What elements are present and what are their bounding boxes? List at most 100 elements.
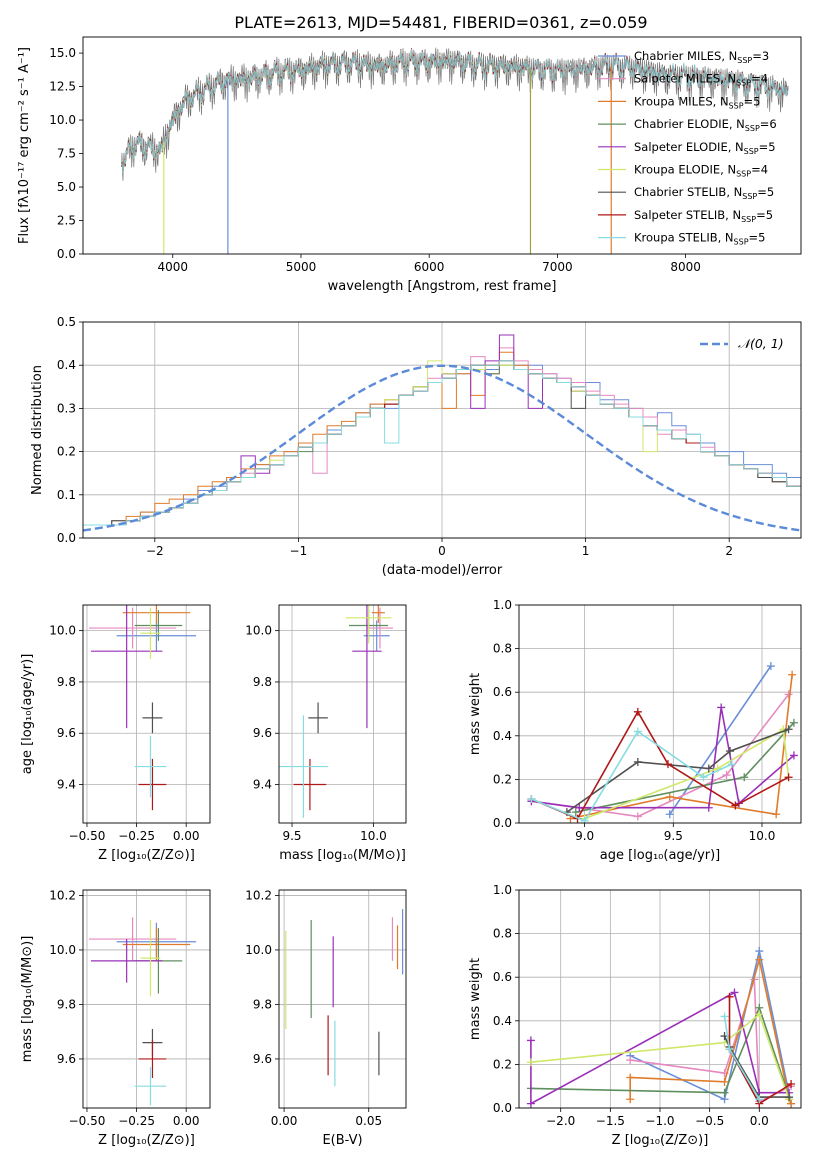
weight-marker bbox=[720, 1077, 729, 1086]
x-tick-label: 2 bbox=[725, 544, 733, 558]
weight-marker bbox=[731, 801, 740, 810]
x-tick-label: 0.00 bbox=[173, 1114, 200, 1128]
errorbar-point bbox=[88, 917, 177, 961]
axes-frame bbox=[278, 889, 407, 1109]
y-axis-label: age [log₁₀(age/yr)] bbox=[20, 654, 35, 775]
weight-marker bbox=[740, 773, 749, 782]
residuals-legend: 𝒩(0, 1) bbox=[700, 336, 784, 351]
legend-nssp: =4 bbox=[751, 163, 768, 177]
weight-marker bbox=[755, 1095, 764, 1104]
weight-line-5 bbox=[584, 727, 790, 820]
x-axis-label: age [log₁₀(age/yr)] bbox=[600, 848, 721, 863]
weight-marker bbox=[725, 992, 734, 1001]
x-tick-label: −2 bbox=[146, 544, 164, 558]
x-tick-label: −1 bbox=[290, 544, 308, 558]
weight-marker bbox=[699, 773, 708, 782]
y-axis-label: Flux [fλ10⁻¹⁷ erg cm⁻² s⁻¹ A⁻¹] bbox=[17, 47, 32, 244]
legend-label-text: Chabrier MILES, N bbox=[634, 49, 737, 63]
y-tick-label: 9.8 bbox=[253, 675, 272, 689]
y-tick-label: 10.0 bbox=[245, 943, 272, 957]
mass-vs-Z-chart: −0.50 −0.25 0.00 9.6 9.8 10.0 10.2 Z [log₁₀(Z/Z… bbox=[20, 888, 211, 1148]
axes-frame bbox=[82, 604, 211, 824]
weight-line-0 bbox=[669, 665, 772, 815]
errorbar-point bbox=[352, 605, 382, 729]
x-tick-label: 0.00 bbox=[173, 829, 200, 843]
x-tick-label: 9.5 bbox=[664, 829, 683, 843]
y-tick-label: 5.0 bbox=[57, 180, 76, 194]
legend-nssp: =6 bbox=[760, 117, 777, 131]
y-tick-label: 1.0 bbox=[493, 883, 512, 897]
legend-subscript: SSP bbox=[741, 215, 756, 224]
spectrum-lines bbox=[121, 47, 789, 254]
legend-label: 𝒩(0, 1) bbox=[738, 336, 784, 351]
residuals-chart: −2 −1 0 1 2 0.0 0.1 0.2 0.3 0.4 0.5 (data-model)/er… bbox=[30, 315, 802, 578]
mass-vs-ebv-chart: 0.00 0.05 9.6 9.8 10.0 10.2 E(B-V) bbox=[245, 888, 407, 1148]
legend-nssp: =5 bbox=[744, 94, 761, 108]
weight-marker bbox=[722, 771, 731, 780]
legend-subscript: SSP bbox=[742, 192, 757, 201]
x-tick-label: 1 bbox=[582, 544, 590, 558]
weight-marker bbox=[665, 792, 674, 801]
x-tick-label: −0.50 bbox=[69, 829, 106, 843]
weight-marker bbox=[663, 760, 672, 769]
x-tick-label: 0.00 bbox=[271, 1114, 298, 1128]
x-axis-label: Z [log₁₀(Z/Z⊙)] bbox=[98, 848, 195, 863]
errorbar-point bbox=[138, 1039, 167, 1079]
x-tick-label: −0.50 bbox=[69, 1114, 106, 1128]
x-tick-label: −0.5 bbox=[695, 1114, 724, 1128]
weight-line-5 bbox=[530, 1012, 790, 1100]
x-tick-label: 10.0 bbox=[749, 829, 776, 843]
weight-line-4 bbox=[531, 707, 795, 809]
weight-marker bbox=[633, 812, 642, 821]
x-axis-label: Z [log₁₀(Z/Z⊙)] bbox=[612, 1133, 709, 1148]
x-tick-label: 8000 bbox=[670, 260, 701, 274]
weight-vs-age-chart: 9.0 9.5 10.0 0.0 0.2 0.4 0.6 0.8 1.0 age [log₁₀(a… bbox=[468, 598, 802, 863]
weight-marker bbox=[717, 703, 726, 712]
legend-nssp: =3 bbox=[752, 49, 769, 63]
weight-marker bbox=[626, 1095, 635, 1104]
x-axis-label: mass [log₁₀(M/M⊙)] bbox=[279, 848, 406, 863]
y-tick-label: 0.2 bbox=[493, 1057, 512, 1071]
legend-subscript: SSP bbox=[736, 170, 751, 179]
legend-label: Salpeter STELIB, NSSP=5 bbox=[634, 208, 773, 224]
errorbars bbox=[279, 605, 393, 818]
legend-subscript: SSP bbox=[745, 124, 760, 133]
legend-label: Salpeter MILES, NSSP=4 bbox=[634, 72, 768, 88]
y-tick-label: 9.8 bbox=[57, 675, 76, 689]
legend-nssp: =5 bbox=[759, 140, 776, 154]
weight-marker bbox=[730, 988, 739, 997]
x-axis-label: E(B-V) bbox=[322, 1133, 362, 1148]
legend-label-text: Salpeter MILES, N bbox=[634, 72, 736, 86]
y-tick-label: 0.6 bbox=[493, 685, 512, 699]
y-tick-label: 0.8 bbox=[493, 642, 512, 656]
errorbar-point bbox=[90, 605, 163, 729]
weight-marker bbox=[755, 947, 764, 956]
weight-marker bbox=[665, 810, 674, 819]
spectrum-chart: 4000 5000 6000 7000 8000 0.0 2.5 5.0 7.5 10.0 12.5… bbox=[17, 36, 802, 294]
y-tick-label: 10.2 bbox=[245, 888, 272, 902]
errorbars bbox=[285, 909, 404, 1087]
errorbar-point bbox=[134, 1067, 167, 1106]
x-tick-label: 0.05 bbox=[355, 1114, 382, 1128]
errorbar-point bbox=[308, 702, 328, 734]
x-tick-label: −1.0 bbox=[645, 1114, 674, 1128]
weight-marker bbox=[575, 803, 584, 812]
histograms bbox=[83, 334, 801, 532]
axes-frame bbox=[518, 889, 802, 1109]
x-tick-label: 10.0 bbox=[360, 829, 387, 843]
legend-label-text: Kroupa MILES, N bbox=[634, 94, 729, 108]
y-tick-label: 0.8 bbox=[493, 927, 512, 941]
legend-subscript: SSP bbox=[737, 56, 752, 65]
errorbar-point bbox=[134, 735, 167, 798]
y-tick-label: 0.0 bbox=[57, 531, 76, 545]
errorbars bbox=[88, 917, 197, 1106]
errorbar-point bbox=[138, 758, 167, 811]
legend-label-text: Chabrier STELIB, N bbox=[634, 185, 742, 199]
x-tick-label: 9.0 bbox=[575, 829, 594, 843]
legend-label: Chabrier MILES, NSSP=3 bbox=[634, 49, 769, 65]
weight-marker bbox=[785, 1093, 794, 1102]
errorbar-point bbox=[122, 605, 191, 623]
histogram-3 bbox=[83, 364, 801, 526]
y-tick-label: 7.5 bbox=[57, 147, 76, 161]
